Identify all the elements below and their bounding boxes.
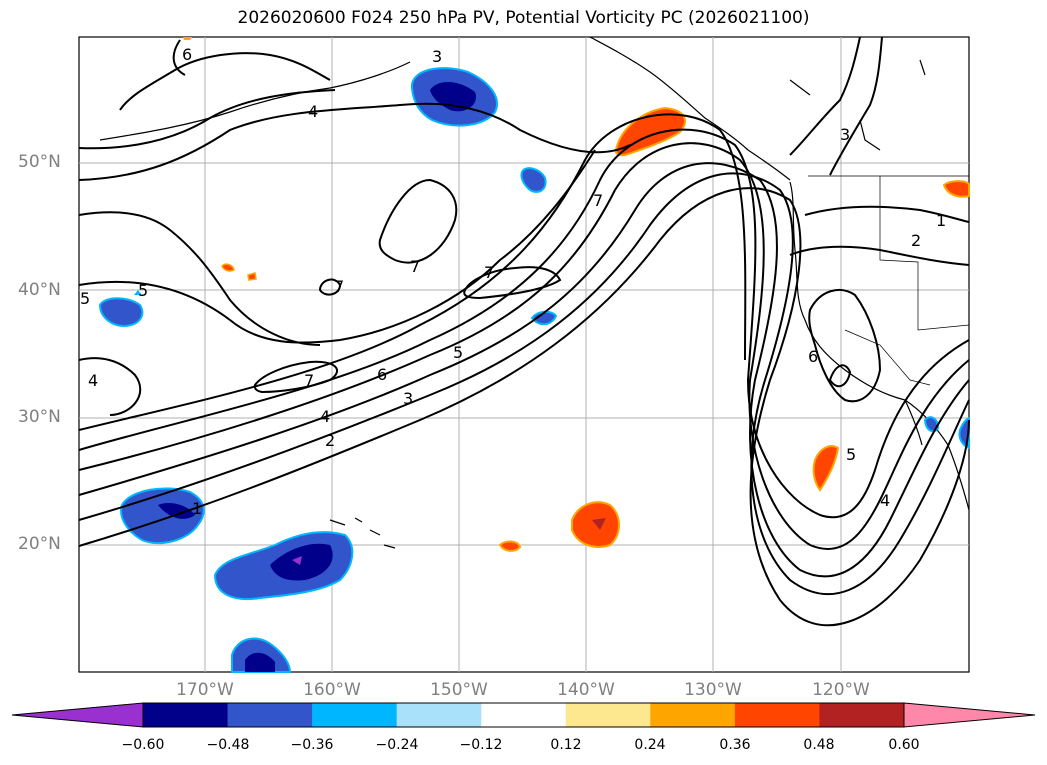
contour-label: 3	[403, 389, 413, 408]
contour-label: 3	[840, 125, 850, 144]
contour-label: 5	[846, 445, 856, 464]
colorbar-tick: −0.24	[375, 737, 419, 753]
colorbar	[11, 702, 1036, 728]
colorbar-tick: −0.48	[206, 737, 250, 753]
anomaly-neg-west	[98, 297, 144, 328]
anomaly-neg-small2	[530, 310, 558, 326]
anomaly-pos-baja	[812, 445, 840, 492]
colorbar-tick: 0.24	[634, 737, 666, 753]
negative-anomalies	[98, 67, 970, 673]
colorbar-extend-max	[903, 702, 1036, 728]
gridlines	[79, 37, 969, 672]
lon-label-140w: 140°W	[557, 680, 615, 700]
colorbar-segment	[734, 703, 820, 727]
colorbar-segment	[565, 703, 651, 727]
colorbar-tick: 0.12	[550, 737, 582, 753]
contour-label: 2	[911, 231, 921, 250]
chart-title: 2026020600 F024 250 hPa PV, Potential Vo…	[237, 8, 810, 28]
lon-label-120w: 120°W	[812, 680, 870, 700]
lat-label-30n: 30°N	[18, 407, 61, 427]
anomaly-neg-small1	[520, 167, 547, 193]
contours	[78, 36, 970, 627]
colorbar-tick: 0.36	[719, 737, 751, 753]
contour-label: 7	[334, 277, 344, 296]
anomaly-neg-south1	[120, 487, 205, 545]
contour-label: 2	[325, 431, 335, 450]
borders	[808, 175, 970, 386]
colorbar-segment	[227, 703, 313, 727]
contour-label: 7	[410, 257, 420, 276]
lat-label-50n: 50°N	[18, 152, 61, 172]
contour-label: 3	[432, 47, 442, 66]
contour-label: 1	[936, 211, 946, 230]
lon-label-170w: 170°W	[176, 680, 234, 700]
colorbar-tick: −0.60	[121, 737, 165, 753]
colorbar-extend-min	[11, 702, 144, 728]
lon-label-150w: 150°W	[430, 680, 488, 700]
colorbar-segment	[312, 703, 398, 727]
contour-label: 6	[377, 365, 387, 384]
contour-label: 4	[308, 102, 318, 121]
lat-label-40n: 40°N	[18, 280, 61, 300]
contour-label: 6	[808, 347, 818, 366]
colorbar-tick: −0.36	[290, 737, 334, 753]
map-plot: 6 4 3 3 1 2 7 7 7 7 6 5 4 3 2 7 6 5 4 4 …	[78, 36, 970, 673]
contour-label: 4	[320, 407, 330, 426]
colorbar-segment	[143, 703, 229, 727]
contour-label: 5	[138, 281, 148, 300]
contour-label: 1	[192, 499, 202, 518]
colorbar-segment	[396, 703, 482, 727]
lat-label-20n: 20°N	[18, 534, 61, 554]
colorbar-tick: 0.60	[888, 737, 920, 753]
lon-label-130w: 130°W	[684, 680, 742, 700]
contour-label: 7	[593, 191, 603, 210]
contour-label: 7	[484, 263, 494, 282]
colorbar-segment	[650, 703, 736, 727]
colorbar-segment	[819, 703, 905, 727]
colorbar-segment	[481, 703, 567, 727]
contour-label: 5	[453, 343, 463, 362]
anomaly-pos-mid	[571, 501, 620, 548]
contour-labels: 6 4 3 3 1 2 7 7 7 7 6 5 4 3 2 7 6 5 4 4 …	[80, 45, 946, 518]
contour-label: 7	[304, 371, 314, 390]
contour-label: 4	[88, 371, 98, 390]
anomaly-neg-east	[923, 416, 940, 433]
contour-label: 4	[880, 491, 890, 510]
colorbar-tick: −0.12	[459, 737, 503, 753]
lon-label-160w: 160°W	[303, 680, 361, 700]
colorbar-tick: 0.48	[803, 737, 835, 753]
contour-label: 6	[182, 45, 192, 64]
contour-label: 5	[80, 289, 90, 308]
